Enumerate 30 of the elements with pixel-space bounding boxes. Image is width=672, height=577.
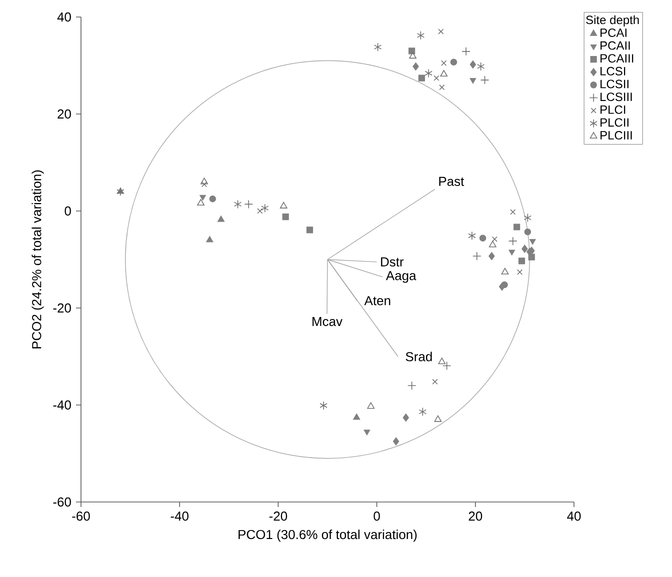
annotation: Dstr	[381, 257, 404, 266]
annotation: Mcav	[312, 317, 342, 326]
y-tick-label: -20	[53, 303, 71, 313]
x-axis-title: PCO1 (30.6% of total variation)	[238, 530, 417, 542]
annotation: Past	[439, 176, 464, 186]
legend-label: PLCI	[600, 105, 626, 114]
annotation: Aten	[364, 296, 390, 306]
y-tick-label: 40	[57, 12, 71, 22]
y-tick-label: 0	[64, 206, 71, 216]
x-tick-label: 20	[468, 512, 482, 521]
legend-label: LCSII	[600, 80, 628, 88]
annotation: Aaga	[386, 271, 416, 283]
x-tick-label: -40	[170, 512, 188, 521]
x-tick-label: -20	[269, 512, 288, 521]
legend-label: LCSI	[600, 66, 626, 76]
x-tick-label: 0	[374, 512, 380, 521]
annotation: Srad	[406, 352, 432, 362]
legend-title: Site depth	[586, 15, 639, 27]
legend-label: PCAI	[600, 28, 626, 37]
x-tick-label: 40	[567, 512, 581, 521]
y-axis-title: PCO2 (24.2% of total variation)	[32, 170, 44, 348]
legend-label: LCSIII	[600, 92, 632, 102]
y-tick-label: -60	[53, 497, 71, 507]
legend-label: PCAII	[600, 41, 630, 50]
y-tick-label: -40	[53, 400, 71, 410]
legend-label: PLCII	[600, 118, 628, 127]
legend-label: PCAIII	[600, 54, 634, 63]
x-tick-label: -60	[72, 512, 90, 521]
legend-label: PLCIII	[600, 131, 632, 140]
y-tick-label: 20	[58, 109, 71, 119]
